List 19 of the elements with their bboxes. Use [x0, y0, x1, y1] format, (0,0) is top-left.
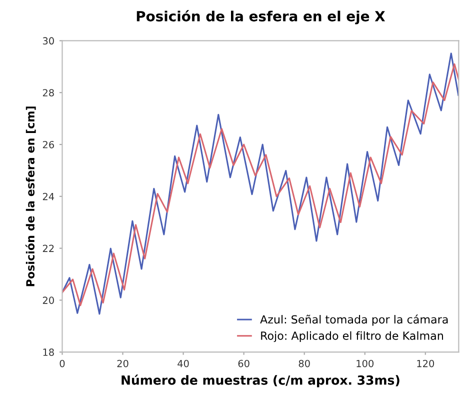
y-tick-label: 18 — [43, 348, 54, 356]
x-axis-title: Número de muestras (c/m aprox. 33ms) — [122, 374, 400, 388]
y-axis-title: Posición de la esfera en [cm] — [25, 106, 36, 286]
legend-label: Azul: Señal tomada por la cámara — [260, 314, 448, 326]
x-tick-label: 120 — [417, 360, 434, 368]
y-tick-label: 22 — [42, 244, 54, 252]
x-tick-label: 60 — [238, 360, 250, 368]
x-tick-label: 80 — [298, 360, 310, 368]
x-tick-label: 20 — [117, 360, 128, 368]
x-tick-label: 40 — [178, 360, 189, 368]
y-tick-label: 24 — [42, 192, 54, 200]
x-tick-label: 0 — [60, 360, 65, 368]
y-tick-label: 30 — [42, 37, 54, 45]
legend-label: Rojo: Aplicado el filtro de Kalman — [261, 331, 444, 342]
y-tick-label: 26 — [42, 140, 54, 148]
chart-title: Posición de la esfera en el eje X — [136, 10, 386, 24]
x-tick-label: 100 — [356, 360, 374, 368]
y-tick-label: 28 — [42, 89, 54, 96]
y-tick-label: 20 — [42, 296, 54, 304]
